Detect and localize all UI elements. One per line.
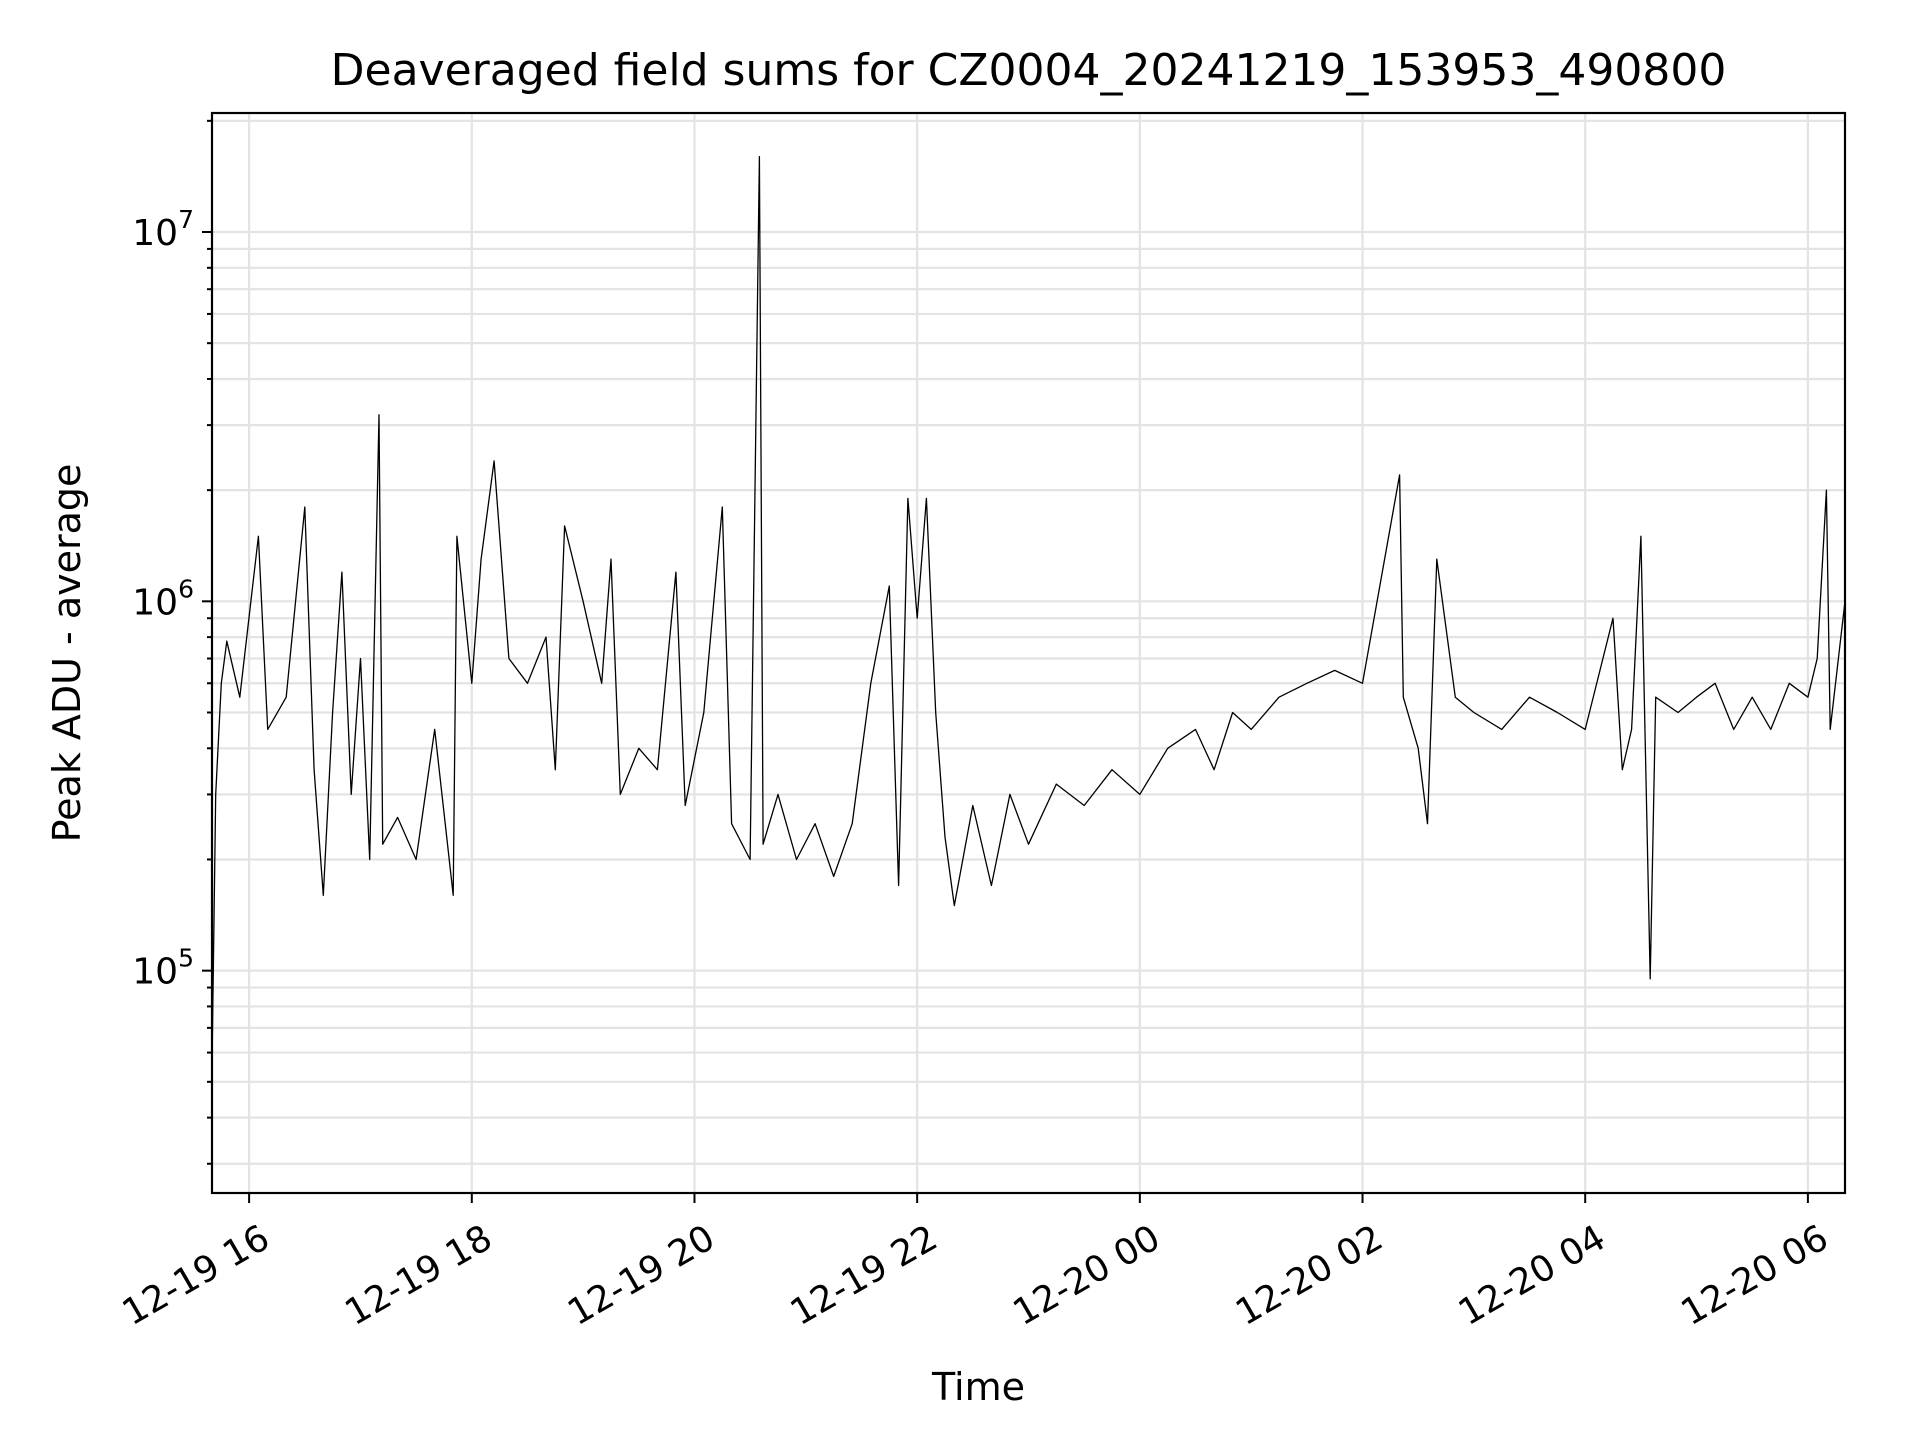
y-tick-exponent: 5 [178,944,194,973]
x-tick-label: 12-20 00 [1006,1217,1167,1333]
y-tick-base: 10 [132,213,178,254]
x-tick-label: 12-20 04 [1452,1217,1613,1333]
grid [212,113,1845,1193]
y-tick-base: 10 [132,582,178,623]
y-axis-label: Peak ADU - average [45,464,89,843]
series-line [211,155,1846,1067]
y-tick-exponent: 6 [178,574,194,603]
x-tick-label: 12-19 22 [784,1217,945,1333]
x-tick-label: 12-19 16 [116,1217,277,1333]
y-tick-label: 106 [132,574,194,623]
y-tick-label: 105 [132,944,194,993]
chart-title: Deaveraged field sums for CZ0004_2024121… [331,45,1727,96]
series-layer [211,155,1846,1067]
x-axis-label: Time [931,1365,1025,1409]
y-tick-label: 107 [132,205,194,254]
y-tick-base: 10 [132,952,178,993]
ticks: 12-19 16 12-19 18 12-19 20 12-19 22 12-20 00… [116,119,1836,1334]
x-tick-label: 12-20 02 [1229,1217,1390,1333]
x-tick-label: 12-20 06 [1675,1217,1836,1333]
x-tick-label: 12-19 18 [338,1217,499,1333]
x-tick-label: 12-19 20 [561,1217,722,1333]
y-tick-exponent: 7 [178,205,194,234]
plot-frame [210,111,1847,1195]
